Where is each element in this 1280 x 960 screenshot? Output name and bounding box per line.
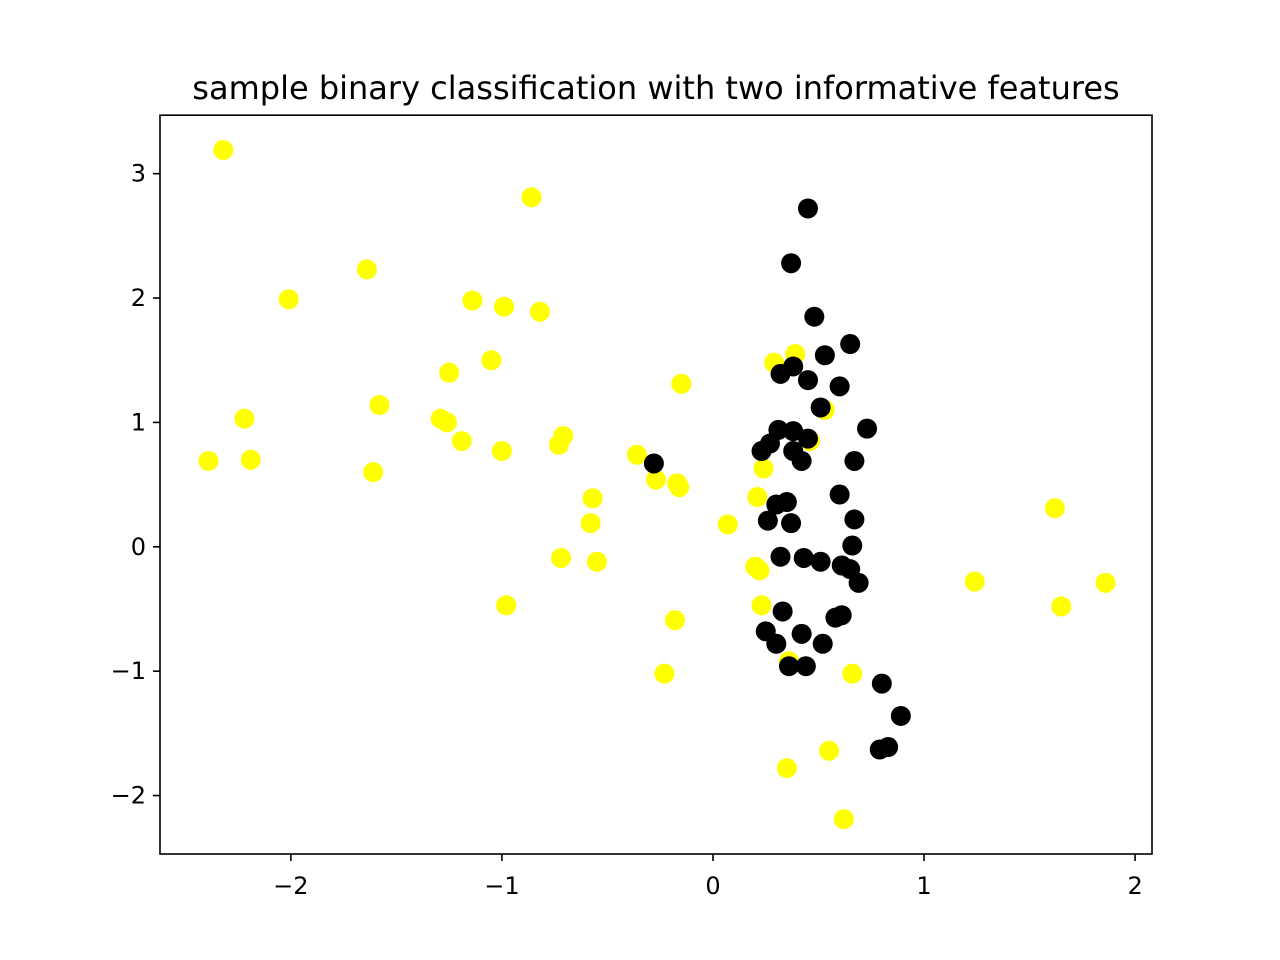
scatter-point [437, 412, 458, 433]
scatter-point [812, 633, 833, 654]
scatter-point [840, 334, 861, 355]
scatter-point [814, 345, 835, 366]
scatter-point [582, 488, 603, 509]
scatter-point [857, 418, 878, 439]
scatter-point [791, 623, 812, 644]
x-tick-label: 0 [705, 872, 720, 900]
scatter-point [278, 289, 299, 310]
scatter-point [627, 444, 647, 465]
y-tick-label: 0 [131, 533, 146, 561]
scatter-point [797, 198, 818, 219]
scatter-point [363, 462, 384, 483]
scatter-point [646, 469, 666, 490]
scatter-point [770, 363, 791, 384]
scatter-point [234, 408, 255, 429]
y-tick-label: 1 [131, 408, 146, 436]
scatter-points [198, 140, 1116, 830]
scatter-point [793, 547, 814, 568]
y-tick-label: 3 [131, 160, 146, 188]
scatter-point [833, 809, 854, 830]
scatter-point [1044, 498, 1065, 519]
x-tick-label: −1 [484, 872, 519, 900]
scatter-point [766, 494, 787, 515]
x-tick-label: 1 [916, 872, 931, 900]
scatter-point [451, 431, 472, 452]
scatter-point [665, 610, 685, 631]
scatter-point [439, 362, 460, 383]
scatter-point [198, 450, 219, 471]
scatter-point [654, 663, 675, 684]
scatter-point [844, 509, 865, 530]
x-tick-label: 2 [1127, 872, 1142, 900]
scatter-point [829, 484, 850, 505]
scatter-point [749, 560, 770, 581]
scatter-point [757, 510, 778, 531]
scatter-point [240, 449, 261, 470]
chart-title: sample binary classification with two in… [192, 69, 1119, 107]
scatter-point [766, 633, 787, 654]
plot-area-frame [159, 114, 1153, 855]
scatter-point [551, 547, 572, 568]
scatter-point [580, 513, 601, 534]
scatter-point [643, 453, 664, 474]
scatter-point [356, 259, 377, 280]
scatter-point [529, 301, 550, 322]
scatter-point [772, 601, 793, 622]
scatter-point [548, 434, 569, 455]
y-tick-label: −1 [111, 657, 146, 685]
x-tick-label: −2 [273, 872, 308, 900]
scatter-point [804, 306, 825, 327]
scatter-point [795, 656, 816, 677]
scatter-point [781, 253, 802, 274]
scatter-point [586, 551, 607, 572]
scatter-point [770, 546, 791, 567]
axis-ticks: −2 −1 0 1 2 −2 −1 0 1 2 3 [111, 160, 1143, 900]
scatter-point [496, 595, 517, 616]
scatter-point [753, 458, 774, 479]
scatter-point [781, 513, 802, 534]
scatter-point [751, 441, 772, 462]
scatter-point [1051, 596, 1072, 617]
scatter-point [491, 441, 512, 462]
scatter-point [878, 737, 899, 758]
scatter-point [776, 758, 797, 779]
y-tick-label: −2 [111, 782, 146, 810]
scatter-point [819, 740, 840, 761]
scatter-point [369, 395, 390, 415]
scatter-point [890, 705, 911, 726]
scatter-point [848, 572, 869, 593]
scatter-point [717, 514, 738, 535]
scatter-point [481, 350, 502, 371]
scatter-point [829, 376, 850, 397]
scatter-point [521, 187, 542, 208]
scatter-point [842, 663, 863, 684]
scatter-point [797, 428, 818, 449]
scatter-point [871, 673, 892, 694]
scatter-point [669, 477, 690, 498]
scatter-point [778, 656, 799, 677]
scatter-point [842, 535, 863, 556]
scatter-point [1095, 572, 1116, 593]
scatter-point [810, 551, 831, 572]
y-tick-label: 2 [131, 284, 146, 312]
scatter-point [751, 595, 772, 616]
scatter-point [831, 605, 852, 626]
scatter-point [213, 140, 234, 161]
scatter-point [797, 370, 818, 391]
scatter-point [810, 397, 831, 418]
scatter-point [964, 571, 985, 592]
scatter-point [462, 290, 483, 311]
scatter-point [844, 450, 865, 471]
scatter-point [791, 450, 812, 471]
scatter-point [747, 487, 768, 508]
scatter-point [671, 373, 692, 394]
scatter-point [494, 296, 515, 317]
scatter-point [783, 421, 804, 442]
